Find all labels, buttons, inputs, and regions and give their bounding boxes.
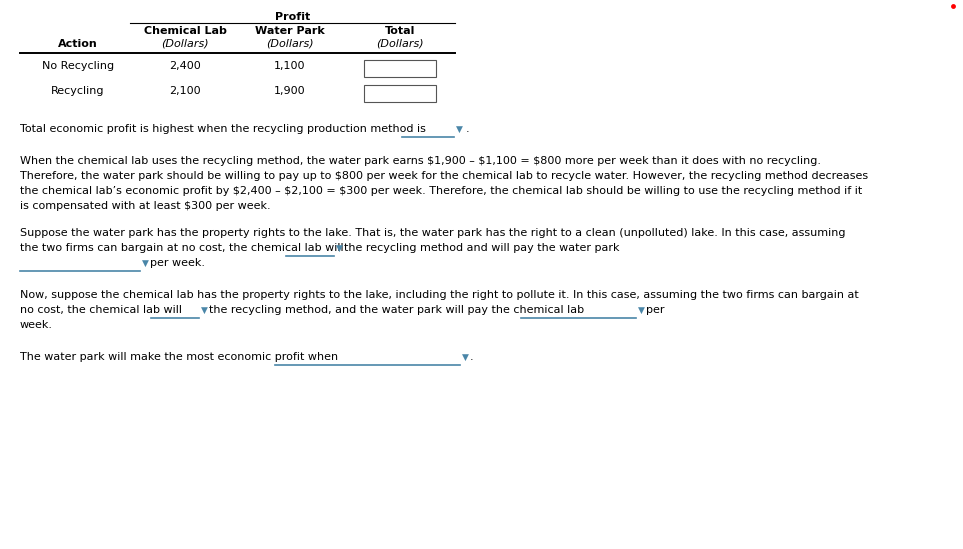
Text: (Dollars): (Dollars) bbox=[161, 39, 209, 49]
Bar bbox=[364, 60, 436, 77]
Text: ▼: ▼ bbox=[638, 306, 645, 315]
Text: Therefore, the water park should be willing to pay up to $800 per week for the c: Therefore, the water park should be will… bbox=[20, 171, 868, 181]
Text: No Recycling: No Recycling bbox=[42, 61, 114, 71]
Text: Total: Total bbox=[385, 26, 415, 36]
Text: 2,100: 2,100 bbox=[169, 86, 201, 96]
Text: 2,400: 2,400 bbox=[169, 61, 201, 71]
Text: 1,900: 1,900 bbox=[274, 86, 306, 96]
Bar bbox=[364, 85, 436, 102]
Text: Water Park: Water Park bbox=[255, 26, 325, 36]
Text: ▼: ▼ bbox=[336, 244, 343, 253]
Text: Action: Action bbox=[58, 39, 98, 49]
Text: Suppose the water park has the property rights to the lake. That is, the water p: Suppose the water park has the property … bbox=[20, 228, 846, 238]
Text: When the chemical lab uses the recycling method, the water park earns $1,900 – $: When the chemical lab uses the recycling… bbox=[20, 156, 821, 166]
Text: no cost, the chemical lab will: no cost, the chemical lab will bbox=[20, 305, 182, 315]
Text: the recycling method, and the water park will pay the chemical lab: the recycling method, and the water park… bbox=[209, 305, 585, 315]
Text: (Dollars): (Dollars) bbox=[266, 39, 314, 49]
Text: ▼: ▼ bbox=[201, 306, 208, 315]
Text: 1,100: 1,100 bbox=[274, 61, 305, 71]
Text: Recycling: Recycling bbox=[51, 86, 105, 96]
Text: the two firms can bargain at no cost, the chemical lab will: the two firms can bargain at no cost, th… bbox=[20, 243, 344, 253]
Text: .: . bbox=[466, 124, 470, 134]
Text: is compensated with at least $300 per week.: is compensated with at least $300 per we… bbox=[20, 201, 271, 211]
Text: The water park will make the most economic profit when: The water park will make the most econom… bbox=[20, 352, 338, 362]
Text: ▼: ▼ bbox=[456, 125, 463, 134]
Text: per: per bbox=[646, 305, 664, 315]
Text: .: . bbox=[470, 352, 474, 362]
Text: the chemical lab’s economic profit by $2,400 – $2,100 = $300 per week. Therefore: the chemical lab’s economic profit by $2… bbox=[20, 186, 862, 196]
Text: the recycling method and will pay the water park: the recycling method and will pay the wa… bbox=[344, 243, 619, 253]
Text: ▼: ▼ bbox=[142, 259, 149, 268]
Text: Chemical Lab: Chemical Lab bbox=[143, 26, 226, 36]
Text: Now, suppose the chemical lab has the property rights to the lake, including the: Now, suppose the chemical lab has the pr… bbox=[20, 290, 859, 300]
Text: Total economic profit is highest when the recycling production method is: Total economic profit is highest when th… bbox=[20, 124, 426, 134]
Text: ▼: ▼ bbox=[462, 353, 469, 362]
Text: Profit: Profit bbox=[274, 12, 310, 22]
Text: week.: week. bbox=[20, 320, 53, 330]
Text: per week.: per week. bbox=[150, 258, 205, 268]
Text: (Dollars): (Dollars) bbox=[377, 39, 424, 49]
